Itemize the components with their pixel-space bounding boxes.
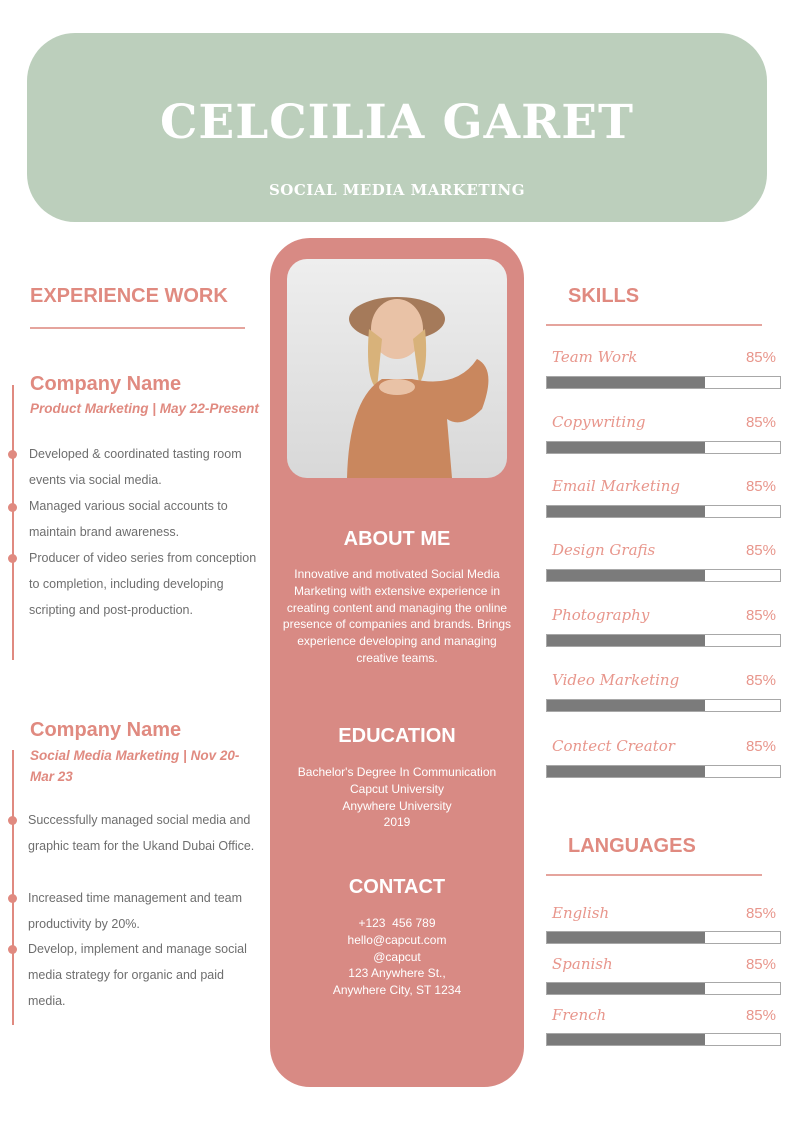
job-bullet: Increased time management and team produ… xyxy=(28,891,243,931)
timeline-line xyxy=(12,385,14,660)
skills-level-fill xyxy=(547,377,706,388)
skills-label: Video Marketing xyxy=(552,671,680,689)
contact-heading: CONTACT xyxy=(348,876,446,898)
bullet-dot-icon xyxy=(8,450,17,459)
education-line: Anywhere University xyxy=(342,798,452,813)
languages-level-bar xyxy=(546,931,781,944)
job-bullet: Developed & coordinated tasting room eve… xyxy=(29,447,242,487)
header-banner: CELCILIA GARET SOCIAL MEDIA MARKETING xyxy=(27,33,767,222)
skills-label: Email Marketing xyxy=(552,477,681,495)
divider xyxy=(30,327,245,329)
skills-level-bar xyxy=(546,505,781,518)
skills-level-bar xyxy=(546,376,781,389)
skills-percent: 85% xyxy=(745,542,776,559)
skills-level-bar xyxy=(546,441,781,454)
skills-percent: 85% xyxy=(745,672,776,689)
languages-level-fill xyxy=(547,932,706,943)
education-line: 2019 xyxy=(383,815,411,830)
skills-label: Photography xyxy=(552,606,650,624)
skills-level-fill xyxy=(547,506,706,517)
skills-level-fill xyxy=(547,635,706,646)
job-bullet: Producer of video series from conception… xyxy=(29,551,257,617)
languages-percent: 85% xyxy=(745,905,776,922)
education-line: Capcut University xyxy=(349,781,445,796)
skills-percent: 85% xyxy=(745,349,776,366)
contact-social: @capcut xyxy=(373,949,421,964)
languages-label: Spanish xyxy=(552,955,613,973)
skills-level-bar xyxy=(546,765,781,778)
about-heading: ABOUT ME xyxy=(343,528,451,550)
languages-level-bar xyxy=(546,1033,781,1046)
education-line: Bachelor's Degree In Communication xyxy=(297,765,497,779)
about-text: Innovative and motivated Social Media Ma… xyxy=(282,567,512,665)
experience-heading: EXPERIENCE WORK xyxy=(30,285,228,307)
languages-percent: 85% xyxy=(745,956,776,973)
bullet-dot-icon xyxy=(8,503,17,512)
divider xyxy=(546,874,762,876)
skills-label: Copywriting xyxy=(552,413,646,431)
skills-level-fill xyxy=(547,700,706,711)
job-subtitle: Product Marketing | May 22-Present xyxy=(30,401,259,416)
contact-city: Anywhere City, ST 1234 xyxy=(332,983,462,998)
languages-label: English xyxy=(552,904,610,922)
languages-level-fill xyxy=(547,983,706,994)
skills-level-bar xyxy=(546,699,781,712)
education-details: Bachelor's Degree In Communication Capcu… xyxy=(280,764,514,831)
skills-level-bar xyxy=(546,634,781,647)
bullet-dot-icon xyxy=(8,554,17,563)
company-name: Company Name xyxy=(30,719,182,741)
job-role: SOCIAL MEDIA MARKETING xyxy=(268,181,526,199)
skills-level-fill xyxy=(547,766,706,777)
company-name: Company Name xyxy=(30,373,182,395)
person-name: CELCILIA GARET xyxy=(160,95,634,150)
job-subtitle: Social Media Marketing | Nov 20-Mar 23 xyxy=(30,748,240,784)
profile-photo xyxy=(287,259,507,478)
skills-label: Design Grafis xyxy=(552,541,656,559)
contact-details: +123 456 789 hello@capcut.com @capcut 12… xyxy=(280,915,514,999)
divider xyxy=(546,324,762,326)
skills-percent: 85% xyxy=(745,414,776,431)
languages-percent: 85% xyxy=(745,1007,776,1024)
contact-address: 123 Anywhere St., xyxy=(348,966,446,981)
languages-level-fill xyxy=(547,1034,706,1045)
contact-phone: +123 456 789 xyxy=(358,916,436,930)
skills-heading: SKILLS xyxy=(568,285,640,307)
job-bullet: Develop, implement and manage social med… xyxy=(28,942,247,1008)
timeline-line xyxy=(12,750,14,1025)
job-bullet: Successfully managed social media and gr… xyxy=(28,813,255,853)
skills-percent: 85% xyxy=(745,607,776,624)
skills-level-fill xyxy=(547,570,706,581)
skills-label: Contect Creator xyxy=(552,737,675,755)
bullet-dot-icon xyxy=(8,816,17,825)
skills-level-fill xyxy=(547,442,706,453)
skills-percent: 85% xyxy=(745,478,776,495)
skills-percent: 85% xyxy=(745,738,776,755)
languages-level-bar xyxy=(546,982,781,995)
job-bullet: Managed various social accounts to maint… xyxy=(29,499,228,539)
contact-email[interactable]: hello@capcut.com xyxy=(347,932,447,947)
center-panel: ABOUT ME Innovative and motivated Social… xyxy=(270,238,524,1087)
education-heading: EDUCATION xyxy=(338,725,456,747)
bullet-dot-icon xyxy=(8,894,17,903)
skills-label: Team Work xyxy=(552,348,638,366)
languages-heading: LANGUAGES xyxy=(568,835,696,857)
skills-level-bar xyxy=(546,569,781,582)
bullet-dot-icon xyxy=(8,945,17,954)
languages-label: French xyxy=(552,1006,607,1024)
